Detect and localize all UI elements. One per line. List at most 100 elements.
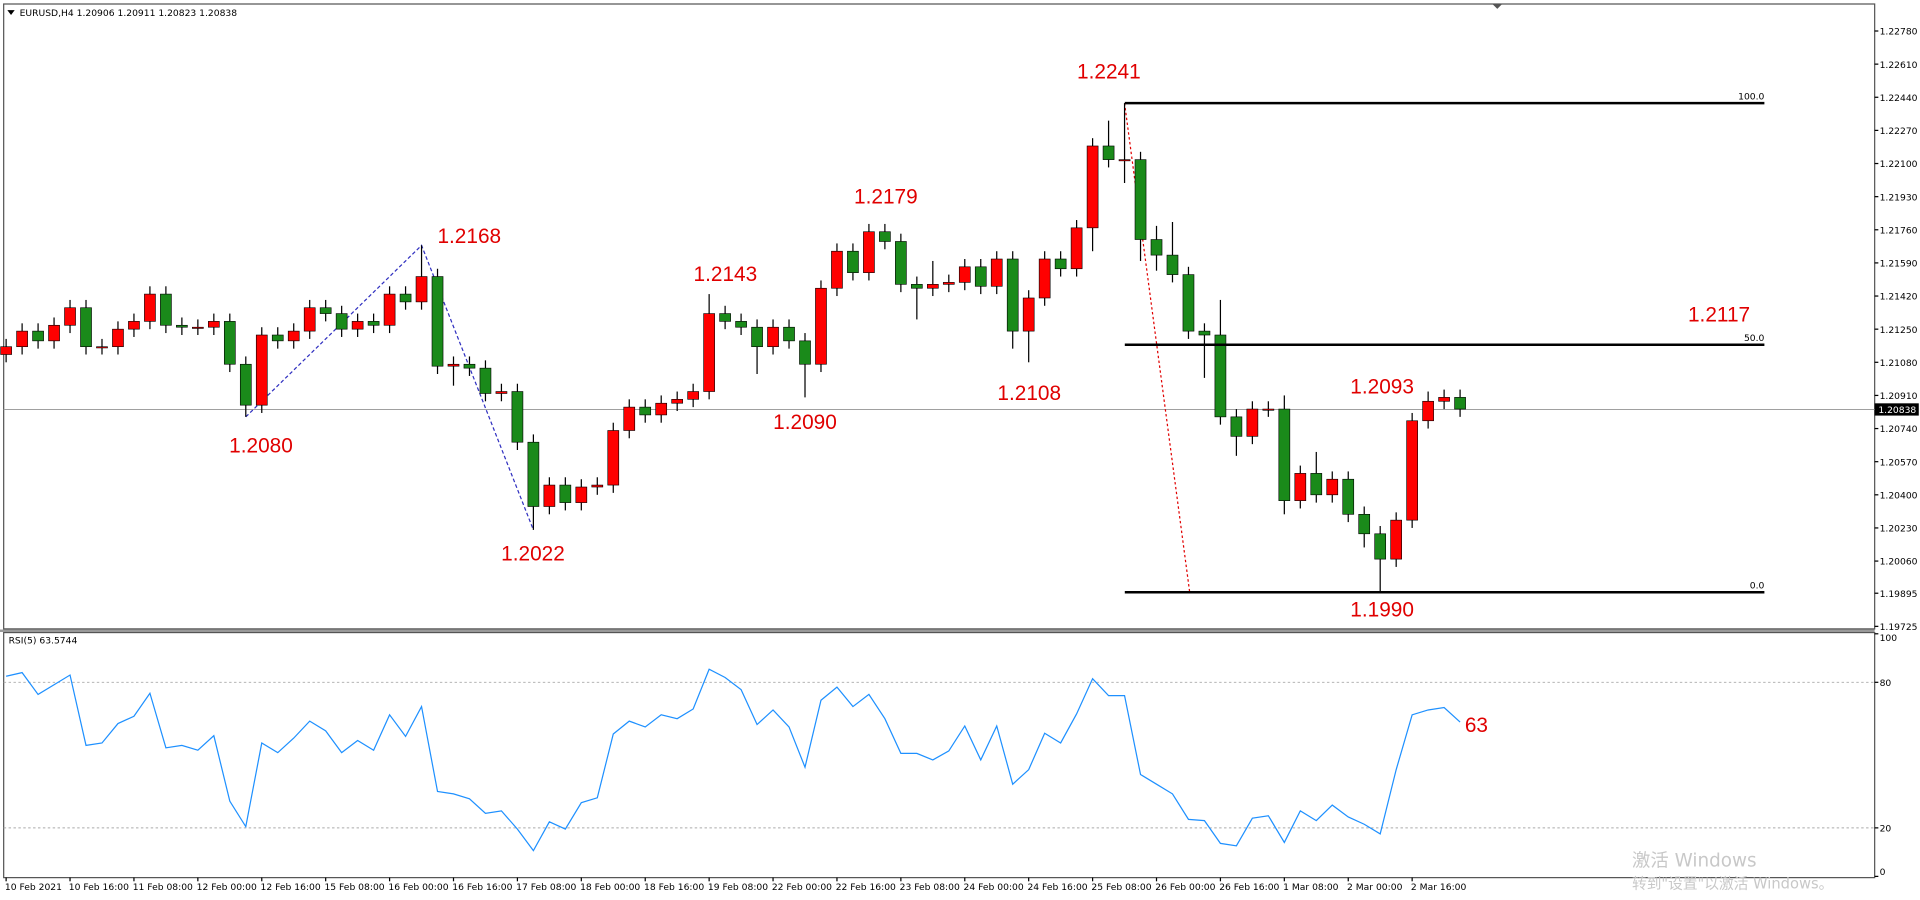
candle-body <box>495 391 508 394</box>
candle-body <box>463 363 476 369</box>
candle-body <box>767 326 779 348</box>
candle-body <box>48 324 60 342</box>
swing-label: 1.2093 <box>1350 376 1414 399</box>
last-price-label: 1.20838 <box>1878 405 1916 416</box>
candle-body <box>607 430 620 486</box>
swing-label: 1.2179 <box>854 186 918 209</box>
candle-body <box>1246 408 1259 437</box>
candle-body <box>831 250 843 289</box>
candle-body <box>383 293 396 326</box>
candle-body <box>511 391 524 443</box>
candle-body <box>239 363 252 406</box>
y-tick-label: 1.20910 <box>1880 391 1918 402</box>
candle-body <box>255 334 268 406</box>
swing-label: 1.2090 <box>773 411 837 434</box>
y-tick-label: 1.20230 <box>1880 524 1918 535</box>
x-tick-label: 16 Feb 16:00 <box>452 882 512 893</box>
y-tick-label: 20 <box>1880 824 1892 835</box>
candle-body <box>1310 473 1323 496</box>
candle-body <box>447 363 460 367</box>
y-tick-label: 1.22270 <box>1880 126 1918 137</box>
candle-body <box>1342 478 1355 515</box>
y-tick-label: 1.22440 <box>1880 93 1918 104</box>
x-tick-label: 19 Feb 08:00 <box>708 882 768 893</box>
candle-body <box>703 313 715 392</box>
candle-body <box>128 321 140 330</box>
candle-body <box>1118 159 1131 162</box>
fib-trend-line <box>1123 103 1191 593</box>
candle-body <box>176 324 188 328</box>
y-tick-label: 0 <box>1880 867 1886 878</box>
candle-body <box>1422 400 1434 422</box>
y-tick-label: 1.21760 <box>1880 225 1918 236</box>
candle-body <box>351 321 364 330</box>
candle-body <box>799 340 811 365</box>
x-tick-label: 16 Feb 00:00 <box>388 882 448 893</box>
x-tick-label: 25 Feb 08:00 <box>1091 882 1151 893</box>
fib-level-label: 0.0 <box>1750 581 1765 592</box>
candle-body <box>208 321 220 328</box>
candle-body <box>879 231 891 242</box>
zigzag-line <box>245 244 534 531</box>
candle-body <box>112 328 124 348</box>
candle-body <box>1038 258 1051 299</box>
candle-body <box>1054 258 1067 270</box>
fib-level-label: 100.0 <box>1738 91 1764 102</box>
y-tick-label: 1.22780 <box>1880 27 1918 38</box>
y-tick-label: 80 <box>1880 678 1892 689</box>
candle-body <box>0 346 12 355</box>
candle-body <box>16 330 28 348</box>
x-tick-label: 15 Feb 08:00 <box>324 882 384 893</box>
candle-body <box>543 484 556 507</box>
x-tick-label: 12 Feb 16:00 <box>261 882 321 893</box>
candle-body <box>1214 334 1227 418</box>
y-tick-label: 1.21420 <box>1880 292 1918 303</box>
candle-body <box>192 326 204 329</box>
candle-body <box>144 293 156 322</box>
y-tick-label: 1.21080 <box>1880 358 1918 369</box>
rsi-panel-frame <box>3 631 1876 879</box>
y-tick-label: 1.19895 <box>1880 589 1918 600</box>
candle-body <box>783 326 795 342</box>
y-tick-label: 1.20570 <box>1880 457 1918 468</box>
swing-label: 1.2080 <box>229 434 293 457</box>
x-tick-label: 10 Feb 16:00 <box>69 882 129 893</box>
candle-body <box>735 321 747 328</box>
candle-body <box>911 284 923 289</box>
candle-body <box>974 266 987 287</box>
x-tick-label: 18 Feb 16:00 <box>644 882 704 893</box>
x-tick-label: 10 Feb 2021 <box>5 882 62 893</box>
y-tick-label: 100 <box>1880 633 1898 644</box>
y-tick-label: 1.21930 <box>1880 192 1918 203</box>
swing-label: 1.1990 <box>1350 599 1414 622</box>
candle-body <box>303 307 316 332</box>
candle-body <box>1182 274 1195 332</box>
fib-price-label: 1.2117 <box>1688 303 1750 326</box>
y-tick-label: 1.19725 <box>1880 622 1918 633</box>
x-tick-label: 18 Feb 00:00 <box>580 882 640 893</box>
candle-body <box>1150 239 1163 256</box>
main-panel-frame <box>3 3 1876 630</box>
x-tick-label: 22 Feb 16:00 <box>836 882 896 893</box>
swing-label: 1.2022 <box>501 542 565 565</box>
y-tick-label: 1.20740 <box>1880 424 1918 435</box>
x-tick-label: 23 Feb 08:00 <box>900 882 960 893</box>
chart-header: EURUSD,H4 1.20906 1.20911 1.20823 1.2083… <box>20 8 238 19</box>
swing-label: 1.2108 <box>997 382 1061 405</box>
candle-body <box>1006 258 1019 332</box>
swing-label: 1.2241 <box>1077 61 1141 84</box>
last-price-box <box>1874 403 1919 416</box>
menu-triangle[interactable] <box>7 10 15 16</box>
candle-body <box>271 334 284 342</box>
candle-body <box>575 486 588 503</box>
candle-body <box>623 406 636 431</box>
x-tick-label: 24 Feb 16:00 <box>1027 882 1087 893</box>
fib-level-label: 50.0 <box>1744 333 1765 344</box>
candle-body <box>479 367 492 394</box>
candle-body <box>223 321 236 365</box>
x-tick-label: 12 Feb 00:00 <box>197 882 257 893</box>
y-tick-label: 1.22100 <box>1880 159 1918 170</box>
candle-body <box>1262 408 1275 411</box>
